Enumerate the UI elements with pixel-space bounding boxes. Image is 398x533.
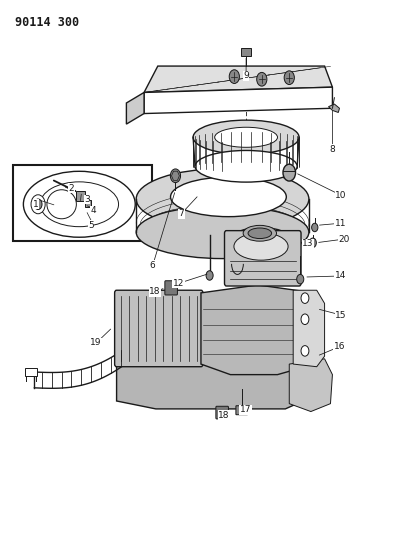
FancyBboxPatch shape (13, 165, 152, 241)
Circle shape (284, 71, 295, 85)
Text: 4: 4 (90, 206, 96, 215)
Ellipse shape (136, 168, 309, 229)
Text: 18: 18 (149, 287, 161, 296)
Text: 2: 2 (68, 184, 74, 193)
Circle shape (229, 70, 240, 84)
FancyBboxPatch shape (241, 48, 251, 55)
Text: 19: 19 (90, 338, 102, 348)
Ellipse shape (243, 225, 277, 241)
Text: 12: 12 (173, 279, 184, 288)
FancyBboxPatch shape (224, 231, 301, 286)
Circle shape (170, 169, 181, 183)
FancyBboxPatch shape (236, 406, 248, 415)
Circle shape (301, 293, 309, 303)
Text: 15: 15 (335, 311, 347, 319)
Text: 9: 9 (243, 71, 249, 80)
FancyBboxPatch shape (216, 406, 228, 419)
Ellipse shape (40, 182, 119, 227)
Polygon shape (25, 368, 37, 376)
Text: 17: 17 (240, 406, 251, 415)
Text: 18: 18 (218, 411, 230, 420)
Text: 3: 3 (84, 195, 90, 204)
Ellipse shape (23, 171, 135, 237)
Text: 7: 7 (178, 209, 184, 218)
Polygon shape (144, 87, 332, 114)
Circle shape (34, 199, 42, 209)
Text: 5: 5 (88, 221, 94, 230)
FancyBboxPatch shape (76, 191, 85, 200)
Circle shape (206, 271, 213, 280)
Ellipse shape (215, 127, 277, 147)
Text: 20: 20 (339, 235, 350, 244)
Circle shape (312, 223, 318, 232)
Ellipse shape (193, 120, 299, 155)
Circle shape (309, 238, 316, 247)
Text: 11: 11 (335, 219, 346, 228)
Ellipse shape (248, 228, 271, 239)
Text: 10: 10 (335, 191, 347, 200)
Ellipse shape (234, 233, 288, 260)
FancyBboxPatch shape (85, 200, 91, 207)
Polygon shape (144, 66, 332, 92)
Text: 90114 300: 90114 300 (15, 16, 79, 29)
Circle shape (297, 274, 304, 284)
Text: 1: 1 (33, 200, 39, 209)
Polygon shape (172, 171, 179, 180)
Polygon shape (293, 290, 325, 367)
Ellipse shape (171, 177, 286, 216)
Ellipse shape (47, 190, 76, 219)
Text: 16: 16 (334, 342, 345, 351)
Ellipse shape (225, 228, 297, 265)
Circle shape (301, 314, 309, 325)
Circle shape (283, 164, 296, 181)
FancyBboxPatch shape (115, 290, 203, 367)
Ellipse shape (195, 150, 297, 182)
Polygon shape (289, 359, 332, 411)
Text: 13: 13 (302, 239, 314, 248)
Ellipse shape (136, 206, 309, 259)
Polygon shape (127, 92, 144, 124)
Circle shape (301, 345, 309, 356)
Text: 14: 14 (335, 271, 346, 280)
Text: 8: 8 (330, 145, 335, 154)
Polygon shape (328, 104, 339, 112)
Circle shape (31, 195, 45, 214)
Circle shape (257, 72, 267, 86)
Polygon shape (117, 361, 315, 409)
Text: 6: 6 (150, 261, 156, 270)
Polygon shape (201, 285, 315, 375)
FancyBboxPatch shape (165, 281, 178, 295)
